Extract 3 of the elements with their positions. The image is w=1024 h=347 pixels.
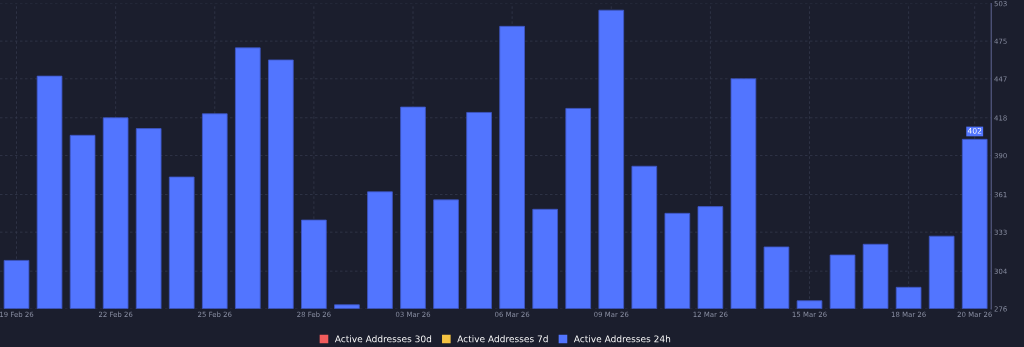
- legend-label: Active Addresses 30d: [334, 335, 432, 343]
- legend-label: Active Addresses 24h: [573, 335, 671, 343]
- legend-label: Active Addresses 7d: [457, 335, 548, 343]
